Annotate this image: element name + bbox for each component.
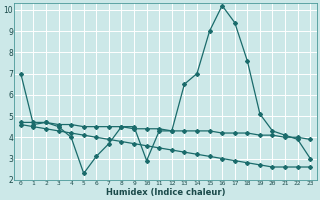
X-axis label: Humidex (Indice chaleur): Humidex (Indice chaleur) xyxy=(106,188,225,197)
